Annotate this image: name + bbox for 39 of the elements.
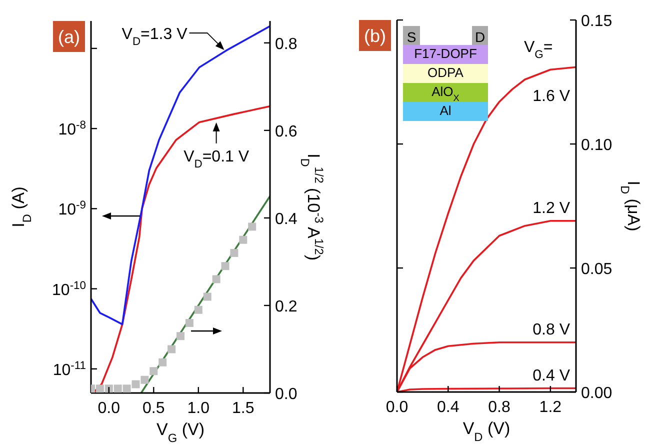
series-label: 1.6 V xyxy=(532,88,570,106)
annotation: S xyxy=(406,29,416,45)
y-tick-label: 10$^{-10}$ xyxy=(52,280,86,299)
annotation: F17-DOPF xyxy=(414,46,477,61)
y2-tick-label: 0.8 xyxy=(275,36,298,53)
chart-title: (a) xyxy=(58,27,80,47)
x-tick-label: 0.8 xyxy=(488,399,511,416)
annotation: V$_{D}$=0.1 V xyxy=(184,148,250,170)
annotation: ODPA xyxy=(428,65,464,80)
series-label: 0.4 V xyxy=(532,367,570,384)
line-series xyxy=(91,25,270,326)
x-tick-label: 1.0 xyxy=(187,400,210,417)
annotation: V$_{D}$=1.3 V xyxy=(122,26,188,48)
chart-title: (b) xyxy=(364,26,386,46)
y2-tick-label: 0.00 xyxy=(581,385,612,402)
y2-tick-label: 0.0 xyxy=(275,386,298,403)
x-tick-label: 0.5 xyxy=(142,400,165,417)
x-axis-title: V$_{G}$ (V) xyxy=(156,420,204,445)
y2-tick-label: 0.15 xyxy=(581,13,612,30)
y2-tick-label: 0.05 xyxy=(581,261,612,278)
annotation: D xyxy=(474,29,486,45)
x-tick-label: 1.5 xyxy=(232,400,254,417)
annotation: AlO$_{X}$ xyxy=(432,84,460,103)
y2-tick-label: 0.6 xyxy=(275,123,298,140)
annotation: Al xyxy=(440,103,452,118)
y2-tick-label: 0.4 xyxy=(275,210,298,228)
x-tick-label: 1.2 xyxy=(539,399,562,416)
y-tick-label: 10$^{-11}$ xyxy=(52,360,86,379)
series-label: 0.8 V xyxy=(532,321,570,338)
x-tick-label: 0.0 xyxy=(98,400,120,417)
y2-tick-label: 0.10 xyxy=(581,137,612,154)
x-tick-label: 0.0 xyxy=(386,399,408,416)
series-label: 1.2 V xyxy=(532,200,570,217)
y2-tick-label: 0.2 xyxy=(275,298,298,316)
y-tick-label: 10$^{-8}$ xyxy=(58,120,86,139)
x-tick-label: 0.4 xyxy=(437,399,460,416)
y-tick-label: 10$^{-9}$ xyxy=(58,200,86,219)
annotation: V$_{G}$= xyxy=(524,39,553,61)
x-axis-title: V$_{D}$ (V) xyxy=(462,419,510,444)
